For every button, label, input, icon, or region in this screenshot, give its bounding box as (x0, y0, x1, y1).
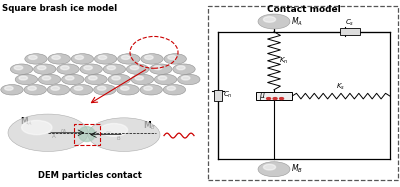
Bar (214, 90, 222, 101)
Circle shape (8, 114, 88, 151)
Circle shape (150, 64, 172, 74)
Circle shape (75, 56, 84, 59)
Text: Square brash ice model: Square brash ice model (2, 4, 117, 13)
Bar (208, 6, 398, 180)
Circle shape (164, 54, 186, 64)
Text: $C_n$: $C_n$ (223, 90, 232, 100)
Circle shape (158, 76, 167, 80)
Circle shape (258, 14, 290, 29)
Circle shape (25, 54, 47, 64)
Text: $K_n$: $K_n$ (279, 56, 288, 66)
Circle shape (85, 74, 107, 85)
Bar (74, 124, 100, 145)
Circle shape (168, 56, 176, 59)
Circle shape (258, 162, 290, 177)
Circle shape (52, 56, 60, 59)
Circle shape (34, 64, 56, 74)
Circle shape (28, 86, 36, 90)
Text: $M_B$: $M_B$ (291, 163, 303, 175)
Text: $C_s$: $C_s$ (345, 17, 355, 28)
Circle shape (144, 86, 152, 90)
Circle shape (126, 64, 149, 74)
Circle shape (267, 98, 271, 99)
Circle shape (98, 56, 107, 59)
Circle shape (122, 56, 130, 59)
Circle shape (89, 76, 97, 80)
Text: $r_A$: $r_A$ (60, 126, 67, 135)
Circle shape (107, 66, 116, 70)
Circle shape (145, 56, 153, 59)
Circle shape (19, 76, 28, 80)
Circle shape (24, 85, 46, 95)
Circle shape (118, 54, 140, 64)
Text: $M_A$: $M_A$ (291, 15, 303, 28)
Circle shape (117, 85, 139, 95)
Circle shape (177, 66, 185, 70)
Circle shape (154, 66, 162, 70)
Circle shape (121, 86, 129, 90)
Circle shape (141, 54, 163, 64)
Circle shape (140, 85, 162, 95)
Circle shape (182, 76, 190, 80)
Circle shape (94, 85, 116, 95)
Circle shape (10, 64, 33, 74)
Text: $\mathbf{M}_A$: $\mathbf{M}_A$ (20, 115, 32, 128)
Circle shape (47, 85, 70, 95)
Circle shape (71, 54, 94, 64)
Circle shape (29, 56, 37, 59)
Circle shape (38, 74, 61, 85)
Circle shape (38, 66, 46, 70)
Circle shape (22, 120, 52, 135)
Circle shape (62, 74, 84, 85)
Bar (340, 28, 360, 35)
Text: DEM particles contact: DEM particles contact (38, 171, 142, 180)
Ellipse shape (78, 127, 95, 142)
Circle shape (154, 74, 177, 85)
Circle shape (70, 85, 93, 95)
Circle shape (131, 74, 154, 85)
Circle shape (130, 66, 139, 70)
Circle shape (98, 86, 106, 90)
Circle shape (173, 64, 195, 74)
Circle shape (5, 86, 13, 90)
Circle shape (273, 98, 277, 99)
Text: A: A (52, 134, 56, 139)
Circle shape (112, 76, 120, 80)
Circle shape (84, 66, 92, 70)
Circle shape (280, 98, 284, 99)
Circle shape (108, 74, 130, 85)
Circle shape (61, 66, 69, 70)
Circle shape (1, 85, 23, 95)
Text: $r_B$: $r_B$ (105, 128, 112, 137)
Circle shape (48, 54, 70, 64)
Circle shape (88, 118, 160, 151)
Circle shape (100, 124, 128, 136)
Circle shape (80, 64, 102, 74)
Text: $\mu$: $\mu$ (259, 91, 266, 102)
Circle shape (103, 64, 126, 74)
Circle shape (178, 74, 200, 85)
Circle shape (264, 17, 276, 22)
Circle shape (15, 74, 38, 85)
Circle shape (94, 54, 117, 64)
Circle shape (167, 86, 176, 90)
Circle shape (14, 66, 23, 70)
Circle shape (264, 164, 276, 170)
Circle shape (74, 86, 83, 90)
Circle shape (163, 85, 186, 95)
Circle shape (51, 86, 60, 90)
Circle shape (66, 76, 74, 80)
Text: $\mathbf{M}_B$: $\mathbf{M}_B$ (144, 119, 156, 131)
Circle shape (135, 76, 144, 80)
Text: Contact model: Contact model (267, 5, 341, 14)
Text: B: B (116, 136, 120, 141)
Bar (256, 92, 292, 100)
Text: $K_s$: $K_s$ (336, 82, 346, 92)
Circle shape (57, 64, 79, 74)
Circle shape (42, 76, 51, 80)
